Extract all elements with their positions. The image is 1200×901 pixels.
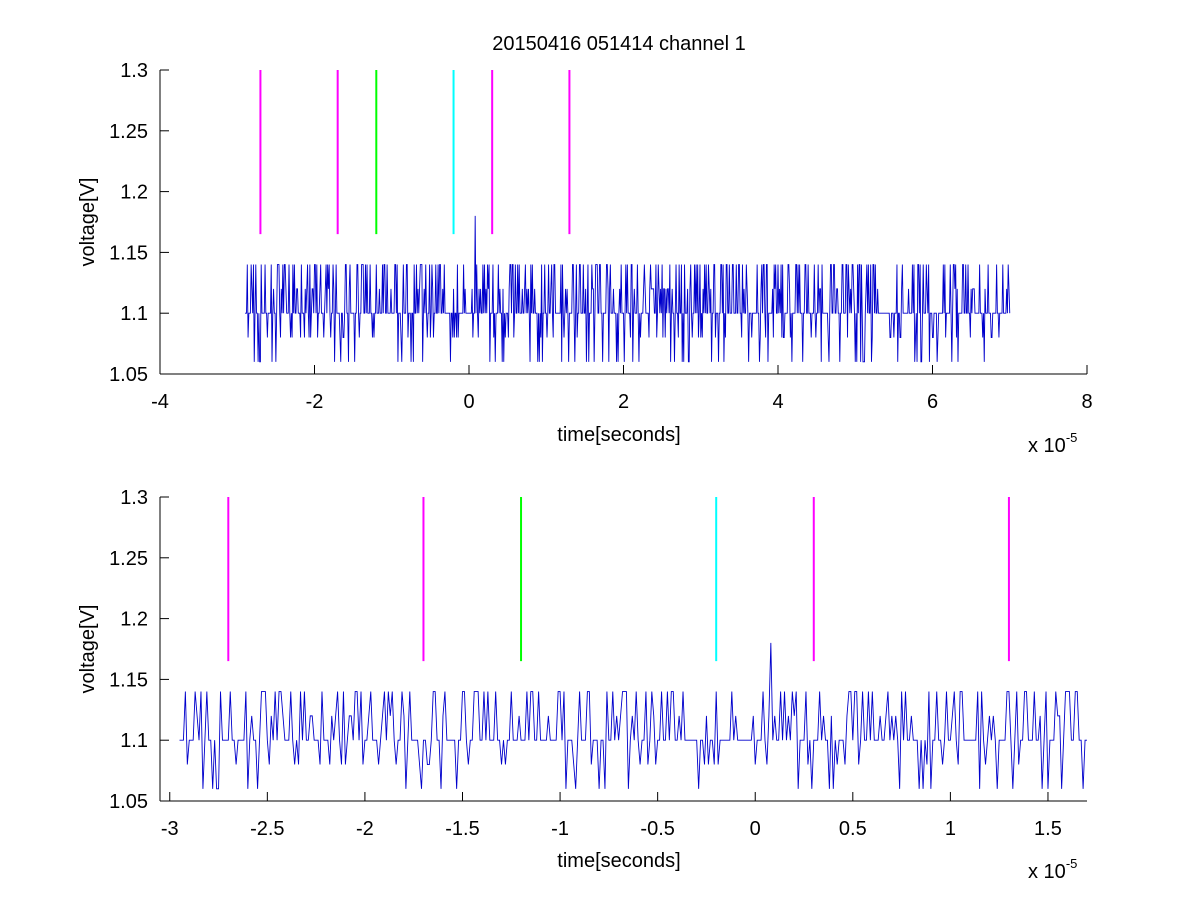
x-tick-label: 1 <box>945 818 956 840</box>
x-tick-label: 4 <box>772 391 783 413</box>
y-tick-label: 1.25 <box>109 548 148 570</box>
y-tick-label: 1.2 <box>120 609 148 631</box>
plot-bottom-axes: -3 -2.5 -2 -1.5 -1 -0.5 0 0.5 1 1.5 1.05 1.1 1.15 1.2… <box>109 487 1087 840</box>
plot-top-ylabel: voltage[V] <box>77 178 99 267</box>
signal-trace-line <box>244 215 1011 363</box>
x-tick-label: 8 <box>1081 391 1092 413</box>
plot-bottom-x-exponent: x 10-5 <box>1028 856 1077 883</box>
y-tick-label: 1.2 <box>120 182 148 204</box>
y-tick-label: 1.15 <box>109 669 148 691</box>
y-tick-label: 1.3 <box>120 487 148 509</box>
x-tick-label: -2 <box>306 391 324 413</box>
x-tick-label: -1 <box>551 818 569 840</box>
x-tick-label: -4 <box>151 391 169 413</box>
plot-bottom-x-exponent-base: x 10 <box>1028 861 1066 883</box>
plot-top-markers <box>259 70 571 235</box>
x-tick-label: 2 <box>618 391 629 413</box>
signal-trace-line <box>179 642 1087 790</box>
x-tick-label: -0.5 <box>640 818 674 840</box>
plot-top-x-exponent-base: x 10 <box>1028 435 1066 457</box>
y-tick-label: 1.1 <box>120 303 148 325</box>
plot-top-x-exponent: x 10-5 <box>1028 430 1077 457</box>
plot-bottom-xlabel: time[seconds] <box>557 850 680 872</box>
plot-top-axes: -4 -2 0 2 4 6 8 1.05 1.1 1.15 1.2 1.25 1.3 <box>109 60 1093 413</box>
plot-bottom-ylabel: voltage[V] <box>77 605 99 694</box>
plot-top-x-exponent-power: -5 <box>1066 430 1078 445</box>
x-tick-label: 0.5 <box>839 818 867 840</box>
x-tick-label: 0 <box>750 818 761 840</box>
y-tick-label: 1.05 <box>109 791 148 813</box>
plot-top-xlabel: time[seconds] <box>557 424 680 446</box>
plot-top: -4 -2 0 2 4 6 8 1.05 1.1 1.15 1.2 1.25 1.3 time[seco… <box>77 60 1093 457</box>
plot-bottom: -3 -2.5 -2 -1.5 -1 -0.5 0 0.5 1 1.5 1.05 1.1 1.15 1.2… <box>77 487 1087 883</box>
plot-top-series <box>244 215 1011 363</box>
x-tick-label: -1.5 <box>445 818 479 840</box>
y-tick-label: 1.15 <box>109 242 148 264</box>
y-tick-label: 1.3 <box>120 60 148 82</box>
x-tick-label: 1.5 <box>1034 818 1062 840</box>
x-tick-label: -3 <box>161 818 179 840</box>
x-tick-label: -2 <box>356 818 374 840</box>
y-tick-label: 1.05 <box>109 364 148 386</box>
x-tick-label: 6 <box>927 391 938 413</box>
plot-bottom-x-exponent-power: -5 <box>1066 856 1078 871</box>
x-tick-label: -2.5 <box>250 818 284 840</box>
x-tick-label: 0 <box>463 391 474 413</box>
y-tick-label: 1.1 <box>120 730 148 752</box>
y-tick-label: 1.25 <box>109 121 148 143</box>
plot-bottom-series <box>179 642 1087 790</box>
plot-bottom-markers <box>227 497 1010 662</box>
figure-title: 20150416 051414 channel 1 <box>492 33 746 55</box>
